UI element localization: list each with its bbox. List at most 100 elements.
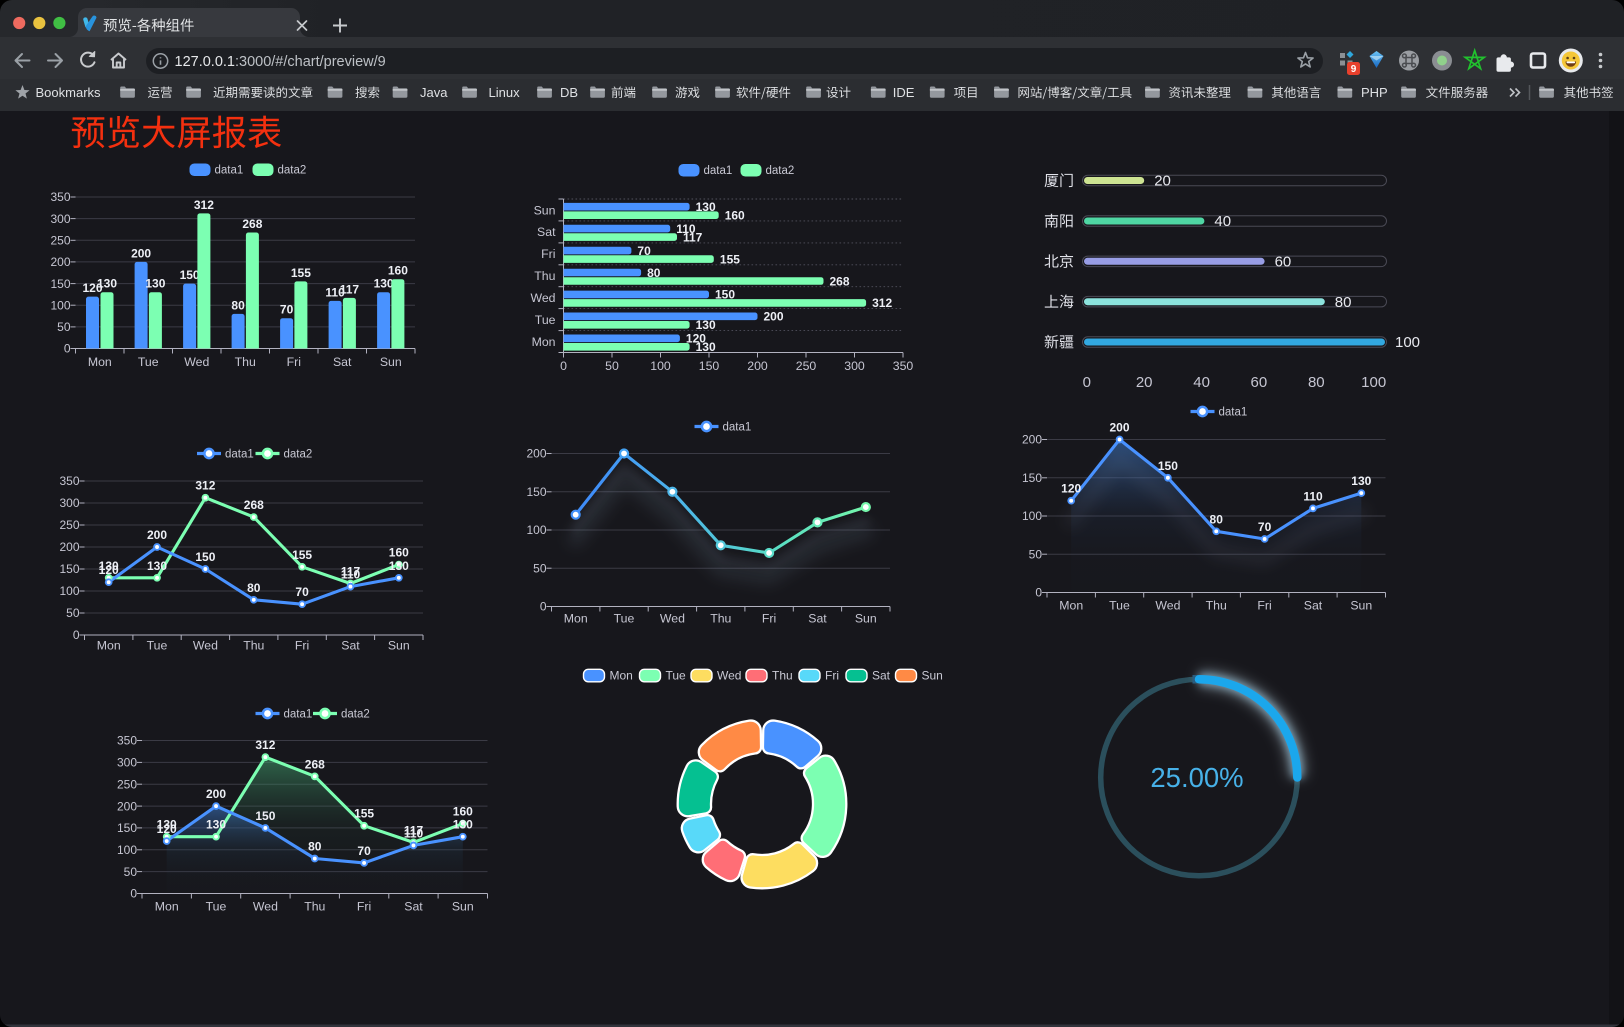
svg-text:Sat: Sat [341, 639, 360, 653]
svg-text:110: 110 [325, 285, 345, 299]
svg-text:120: 120 [82, 281, 102, 295]
svg-text:Fri: Fri [762, 612, 776, 626]
svg-text:80: 80 [1210, 512, 1224, 526]
svg-text:350: 350 [893, 359, 914, 373]
svg-text:Wed: Wed [530, 291, 555, 305]
svg-text:Wed: Wed [184, 355, 209, 369]
svg-text:0: 0 [73, 628, 80, 642]
svg-text:data1: data1 [723, 422, 752, 434]
svg-text:50: 50 [1029, 548, 1043, 562]
svg-text:312: 312 [195, 479, 215, 493]
svg-text:312: 312 [255, 738, 275, 752]
svg-text:data2: data2 [278, 165, 307, 177]
svg-text:312: 312 [872, 296, 892, 310]
svg-text:80: 80 [1308, 374, 1325, 391]
svg-text:50: 50 [57, 320, 71, 334]
svg-text:Mon: Mon [155, 900, 179, 914]
svg-text:200: 200 [206, 787, 226, 801]
svg-text:80: 80 [231, 298, 245, 312]
svg-text:117: 117 [683, 230, 703, 244]
svg-text:50: 50 [124, 865, 138, 879]
svg-text:200: 200 [1109, 421, 1129, 435]
svg-text:25.00%: 25.00% [1150, 762, 1243, 793]
svg-text:200: 200 [747, 359, 768, 373]
svg-text:DB: DB [560, 85, 578, 100]
svg-text:150: 150 [1158, 459, 1178, 473]
svg-text:150: 150 [715, 288, 735, 302]
svg-text:80: 80 [247, 581, 261, 595]
svg-text:Mon: Mon [88, 355, 112, 369]
svg-text:127.0.0.1:3000/#/chart/preview: 127.0.0.1:3000/#/chart/preview/9 [175, 54, 386, 70]
svg-text:200: 200 [147, 528, 167, 542]
svg-text:0: 0 [1083, 374, 1091, 391]
svg-text:Wed: Wed [1155, 599, 1180, 613]
svg-text:60: 60 [1275, 254, 1292, 271]
svg-text:250: 250 [117, 777, 137, 791]
svg-text:130: 130 [696, 318, 716, 332]
svg-text:300: 300 [59, 496, 79, 510]
svg-text:Fri: Fri [287, 355, 301, 369]
svg-text:PHP: PHP [1361, 85, 1388, 100]
svg-text:Tue: Tue [138, 355, 159, 369]
svg-text:268: 268 [244, 498, 264, 512]
svg-text:130: 130 [157, 818, 177, 832]
svg-text:Sat: Sat [872, 669, 891, 683]
svg-text:117: 117 [341, 565, 361, 579]
svg-text:Fri: Fri [357, 900, 371, 914]
svg-text:Mon: Mon [1059, 599, 1083, 613]
svg-text:Tue: Tue [535, 313, 556, 327]
svg-text:120: 120 [686, 332, 706, 346]
svg-text:Wed: Wed [660, 612, 685, 626]
svg-text:50: 50 [66, 606, 80, 620]
svg-text:160: 160 [388, 264, 408, 278]
svg-text:Thu: Thu [710, 612, 731, 626]
svg-text:160: 160 [389, 546, 409, 560]
svg-text:data1: data1 [1219, 407, 1248, 419]
svg-text:Sun: Sun [855, 612, 877, 626]
svg-text:130: 130 [99, 559, 119, 573]
svg-text:150: 150 [117, 821, 137, 835]
svg-text:150: 150 [699, 359, 720, 373]
svg-text:0: 0 [64, 342, 71, 356]
svg-text:Sun: Sun [380, 355, 402, 369]
svg-text:Mon: Mon [564, 612, 588, 626]
svg-text:120: 120 [157, 822, 177, 836]
svg-text:20: 20 [1136, 374, 1153, 391]
svg-text:Tue: Tue [1109, 599, 1130, 613]
svg-text:Wed: Wed [717, 669, 741, 683]
svg-text:40: 40 [1193, 374, 1210, 391]
svg-text:110: 110 [1303, 489, 1323, 503]
svg-text:110: 110 [404, 826, 424, 840]
svg-text:Fri: Fri [825, 669, 839, 683]
svg-text:150: 150 [526, 485, 546, 499]
svg-text:data2: data2 [341, 709, 370, 721]
svg-text:200: 200 [526, 447, 546, 461]
svg-text:Tue: Tue [614, 612, 635, 626]
svg-text:Tue: Tue [206, 900, 227, 914]
svg-text:IDE: IDE [893, 85, 915, 100]
svg-text:130: 130 [145, 277, 165, 291]
svg-text:200: 200 [59, 540, 79, 554]
svg-text:200: 200 [117, 799, 137, 813]
svg-text:155: 155 [291, 266, 311, 280]
svg-text:80: 80 [647, 266, 661, 280]
svg-text:110: 110 [676, 222, 696, 236]
svg-text:70: 70 [1258, 520, 1272, 534]
svg-text:155: 155 [292, 548, 312, 562]
svg-text:0: 0 [560, 359, 567, 373]
svg-text:350: 350 [50, 190, 70, 204]
svg-text:Fri: Fri [1257, 599, 1271, 613]
svg-text:312: 312 [194, 198, 214, 212]
svg-text:250: 250 [50, 234, 70, 248]
svg-text:130: 130 [206, 818, 226, 832]
svg-text:Sat: Sat [404, 900, 423, 914]
svg-text:data1: data1 [215, 165, 244, 177]
svg-text:Sat: Sat [537, 225, 556, 239]
svg-text:130: 130 [147, 559, 167, 573]
svg-text:300: 300 [117, 756, 137, 770]
svg-text:130: 130 [1351, 474, 1371, 488]
svg-text:Sun: Sun [922, 669, 943, 683]
svg-text:155: 155 [354, 807, 374, 821]
svg-text:data1: data1 [225, 449, 254, 461]
svg-text:50: 50 [605, 359, 619, 373]
